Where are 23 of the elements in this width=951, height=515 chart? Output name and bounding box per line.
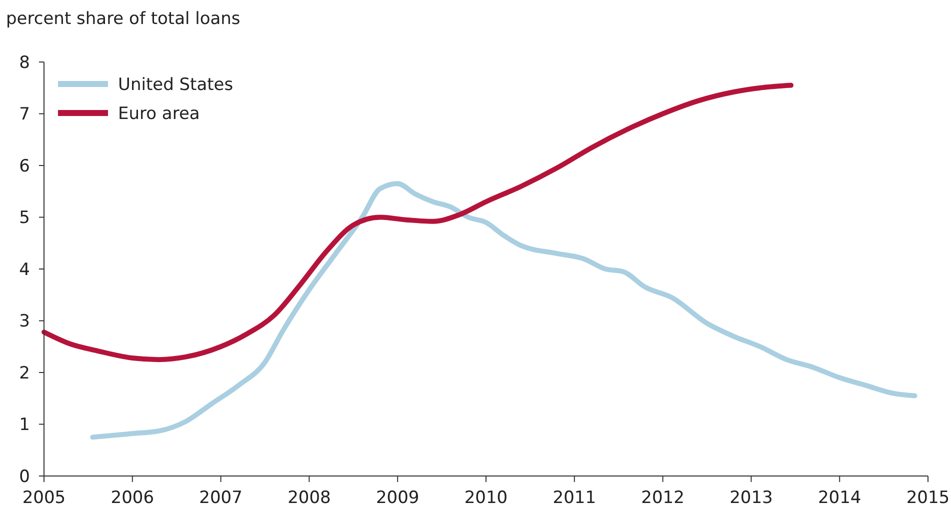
legend-label: United States [118, 74, 234, 95]
x-tick-label: 2013 [730, 488, 773, 508]
y-tick-label: 5 [19, 208, 30, 228]
x-tick-label: 2011 [552, 488, 596, 508]
x-tick-label: 2009 [376, 488, 420, 508]
x-tick-label: 2010 [464, 488, 508, 508]
y-tick-label: 3 [19, 312, 30, 332]
y-axis-title: percent share of total loans [6, 9, 240, 29]
x-tick-label: 2012 [641, 488, 684, 508]
y-tick-label: 1 [19, 415, 30, 436]
y-tick-label: 7 [19, 104, 30, 125]
y-tick-label: 8 [19, 52, 30, 73]
x-tick-label: 2015 [906, 488, 950, 508]
y-tick-label: 6 [19, 156, 30, 176]
x-tick-label: 2006 [110, 488, 154, 508]
x-tick-label: 2007 [199, 488, 242, 508]
x-tick-label: 2014 [818, 488, 862, 508]
y-tick-label: 4 [19, 260, 30, 280]
x-tick-label: 2005 [22, 488, 66, 508]
y-tick-label: 2 [19, 363, 30, 384]
x-tick-label: 2008 [288, 488, 331, 508]
y-tick-label: 0 [19, 466, 30, 487]
legend-label: Euro area [118, 104, 200, 124]
